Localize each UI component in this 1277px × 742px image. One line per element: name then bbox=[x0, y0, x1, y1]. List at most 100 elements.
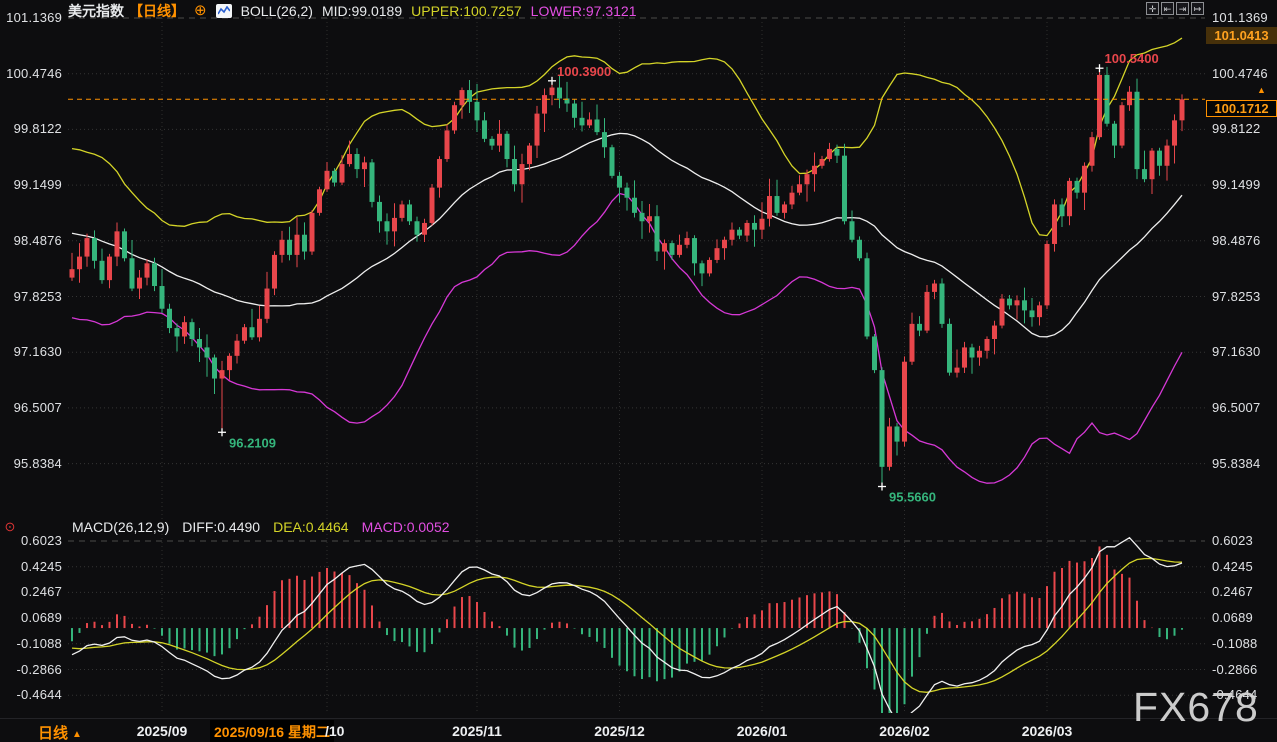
candle bbox=[759, 202, 765, 240]
boll-label: BOLL(26,2) bbox=[240, 2, 313, 19]
candle bbox=[834, 144, 840, 163]
price-axis-tick: 98.4876 bbox=[1212, 232, 1261, 248]
candle bbox=[1097, 68, 1102, 140]
candle bbox=[639, 200, 645, 239]
candle bbox=[347, 140, 352, 167]
candle bbox=[729, 222, 735, 246]
crosshair-date-label: 2025/09/16 星期二 bbox=[210, 720, 334, 742]
pan-move-icon[interactable]: ✛ bbox=[1146, 2, 1159, 15]
candle bbox=[722, 236, 727, 260]
candle bbox=[707, 257, 712, 277]
indicator-target-icon[interactable]: ⊙ bbox=[4, 519, 16, 534]
candle bbox=[1052, 199, 1057, 252]
candle bbox=[69, 252, 75, 281]
zoom-in-icon[interactable]: ⇥ bbox=[1176, 2, 1189, 15]
candles-layer bbox=[69, 66, 1185, 487]
x-axis-bar: 日线 ▲ 2025/09 2025/11 2025/12 2026/01 2026/02 2… bbox=[0, 718, 1277, 742]
price-axis-tick: 101.1369 bbox=[6, 10, 62, 25]
high-price-annotation: 100.5400 bbox=[1105, 51, 1159, 66]
price-axis-tick: 95.8384 bbox=[13, 455, 62, 471]
add-indicator-icon[interactable]: ⊕ bbox=[194, 2, 207, 19]
candle bbox=[564, 81, 570, 112]
candle bbox=[962, 341, 967, 373]
overlay-layer: 96.2109 100.3900 95.5660 100.5400 bbox=[68, 51, 1205, 505]
candle bbox=[519, 153, 525, 203]
candle bbox=[114, 222, 120, 267]
candle bbox=[429, 183, 435, 226]
candle bbox=[1164, 139, 1170, 181]
candle bbox=[947, 318, 952, 376]
candle bbox=[699, 260, 705, 287]
candle bbox=[864, 252, 870, 340]
period-dropdown[interactable]: 日线 ▲ bbox=[38, 725, 82, 742]
candle bbox=[969, 343, 975, 374]
candle bbox=[549, 80, 555, 106]
candle bbox=[1142, 150, 1147, 183]
candle bbox=[684, 231, 690, 249]
candle bbox=[362, 156, 367, 187]
candle bbox=[1149, 147, 1155, 194]
candle bbox=[332, 168, 337, 187]
price-axis-tick: 95.8384 bbox=[1212, 455, 1261, 471]
mini-chart-icon[interactable] bbox=[215, 3, 232, 18]
macd-axis-tick: 0.0689 bbox=[1212, 610, 1253, 626]
candle bbox=[1127, 86, 1132, 111]
candle bbox=[242, 324, 247, 344]
candle bbox=[219, 360, 225, 433]
candle bbox=[954, 349, 960, 378]
candle bbox=[414, 216, 420, 242]
candle bbox=[204, 334, 210, 377]
candle bbox=[152, 257, 157, 292]
period-tag: 【日线】 bbox=[129, 2, 185, 19]
low-price-annotation: 96.2109 bbox=[229, 435, 276, 450]
candle bbox=[1119, 102, 1125, 149]
candle bbox=[782, 201, 787, 219]
candle bbox=[489, 136, 495, 150]
candle bbox=[647, 204, 652, 233]
candle bbox=[1112, 120, 1117, 158]
candle bbox=[512, 145, 517, 192]
x-axis-month-label: 2025/11 bbox=[452, 723, 502, 739]
zoom-out-icon[interactable]: ⇤ bbox=[1161, 2, 1174, 15]
macd-dea-value: DEA:0.4464 bbox=[273, 519, 349, 535]
price-axis-tick: 99.8122 bbox=[13, 121, 62, 137]
candle bbox=[827, 142, 832, 162]
candle bbox=[894, 422, 900, 456]
macd-axis-tick: -0.2866 bbox=[1212, 661, 1258, 677]
price-axis-tick: 97.8253 bbox=[1212, 288, 1261, 304]
candle bbox=[467, 79, 472, 113]
candle bbox=[422, 218, 427, 242]
candle bbox=[932, 279, 937, 300]
candle bbox=[407, 199, 412, 225]
price-axis-tick: 99.1499 bbox=[13, 177, 62, 193]
macd-pane bbox=[71, 536, 1183, 713]
candle bbox=[1022, 287, 1027, 324]
candle bbox=[107, 253, 112, 289]
candle bbox=[872, 333, 877, 374]
candle bbox=[662, 239, 667, 270]
macd-legend: MACD(26,12,9) DIFF:0.4490 DEA:0.4464 MAC… bbox=[72, 519, 450, 535]
last-price-label: 100.1712 bbox=[1206, 100, 1277, 117]
candle bbox=[227, 353, 232, 380]
candle bbox=[369, 159, 375, 208]
candle bbox=[1179, 94, 1185, 132]
candle bbox=[602, 118, 607, 158]
candle bbox=[339, 155, 345, 186]
candle bbox=[1029, 297, 1035, 327]
price-axis-tick: 99.1499 bbox=[1212, 177, 1261, 193]
candle bbox=[482, 112, 487, 143]
macd-macd-value: MACD:0.0052 bbox=[361, 519, 450, 535]
candle bbox=[167, 303, 172, 334]
gridlines bbox=[68, 17, 1205, 712]
candle bbox=[309, 210, 315, 255]
high-price-annotation: 100.3900 bbox=[557, 64, 611, 79]
candle bbox=[497, 120, 502, 152]
macd-axis-tick: -0.4644 bbox=[16, 687, 62, 703]
candle bbox=[302, 222, 307, 260]
go-to-latest-icon[interactable]: ↦ bbox=[1191, 2, 1204, 15]
candle bbox=[917, 316, 922, 337]
candle bbox=[587, 112, 592, 128]
price-axis-tick: 100.4746 bbox=[6, 65, 62, 81]
